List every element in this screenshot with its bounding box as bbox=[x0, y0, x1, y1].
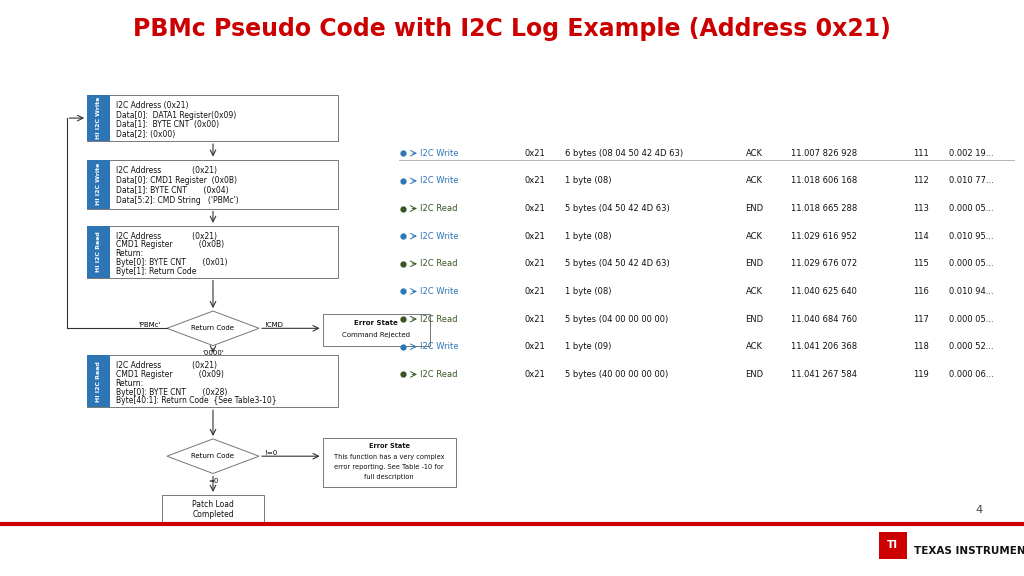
FancyBboxPatch shape bbox=[87, 226, 110, 278]
Text: Return:: Return: bbox=[116, 379, 143, 388]
Text: 0x21: 0x21 bbox=[524, 232, 545, 241]
Text: END: END bbox=[745, 370, 764, 379]
Text: 0.000 52...: 0.000 52... bbox=[949, 342, 994, 351]
Text: 11.041 206 368: 11.041 206 368 bbox=[791, 342, 857, 351]
Text: 0.010 95...: 0.010 95... bbox=[949, 232, 994, 241]
Text: 11.029 616 952: 11.029 616 952 bbox=[791, 232, 856, 241]
Text: I2C Address             (0x21): I2C Address (0x21) bbox=[116, 361, 217, 370]
Text: 1 byte (08): 1 byte (08) bbox=[565, 287, 611, 296]
Text: 1 byte (08): 1 byte (08) bbox=[565, 176, 611, 185]
Text: 5 bytes (40 00 00 00 00): 5 bytes (40 00 00 00 00) bbox=[565, 370, 669, 379]
Text: 'PBMc': 'PBMc' bbox=[138, 322, 161, 328]
Text: END: END bbox=[745, 204, 764, 213]
FancyBboxPatch shape bbox=[87, 355, 110, 407]
Text: 5 bytes (04 50 42 4D 63): 5 bytes (04 50 42 4D 63) bbox=[565, 204, 670, 213]
Text: Byte[40:1]: Return Code  {See Table3-10}: Byte[40:1]: Return Code {See Table3-10} bbox=[116, 396, 276, 406]
Text: !CMD: !CMD bbox=[265, 322, 284, 328]
Text: HI I2C Read: HI I2C Read bbox=[96, 232, 100, 272]
Text: HI I2C Write: HI I2C Write bbox=[96, 97, 100, 139]
Text: full description: full description bbox=[365, 474, 414, 480]
FancyBboxPatch shape bbox=[87, 226, 338, 278]
Text: I2C Write: I2C Write bbox=[420, 149, 459, 158]
Text: 0.010 77...: 0.010 77... bbox=[949, 176, 994, 185]
Text: ACK: ACK bbox=[745, 149, 763, 158]
Text: 1 byte (08): 1 byte (08) bbox=[565, 232, 611, 241]
Text: Return:: Return: bbox=[116, 249, 143, 258]
Text: 4: 4 bbox=[976, 505, 983, 515]
Polygon shape bbox=[167, 439, 259, 473]
Text: Byte[0]: BYTE CNT       (0x28): Byte[0]: BYTE CNT (0x28) bbox=[116, 388, 227, 397]
Text: Completed: Completed bbox=[193, 510, 233, 519]
FancyBboxPatch shape bbox=[879, 532, 907, 559]
Text: I2C Read: I2C Read bbox=[420, 314, 458, 324]
Text: END: END bbox=[745, 314, 764, 324]
Text: I2C Address             (0x21): I2C Address (0x21) bbox=[116, 166, 217, 175]
Text: Data[1]: BYTE CNT       (0x04): Data[1]: BYTE CNT (0x04) bbox=[116, 186, 228, 195]
Text: I2C Address (0x21): I2C Address (0x21) bbox=[116, 101, 188, 110]
Text: PBMc Pseudo Code with I2C Log Example (Address 0x21): PBMc Pseudo Code with I2C Log Example (A… bbox=[133, 17, 891, 41]
Text: 0.010 94...: 0.010 94... bbox=[949, 287, 994, 296]
Polygon shape bbox=[167, 311, 259, 346]
FancyBboxPatch shape bbox=[87, 355, 338, 407]
Text: CMD1 Register           (0x09): CMD1 Register (0x09) bbox=[116, 370, 223, 379]
Text: I2C Address             (0x21): I2C Address (0x21) bbox=[116, 232, 217, 241]
Text: Error State: Error State bbox=[354, 320, 398, 325]
Text: 6 bytes (08 04 50 42 4D 63): 6 bytes (08 04 50 42 4D 63) bbox=[565, 149, 683, 158]
Text: 11.018 606 168: 11.018 606 168 bbox=[791, 176, 857, 185]
Text: HI I2C Read: HI I2C Read bbox=[96, 361, 100, 401]
Text: I2C Read: I2C Read bbox=[420, 204, 458, 213]
Text: 0x21: 0x21 bbox=[524, 342, 545, 351]
Text: 1 byte (09): 1 byte (09) bbox=[565, 342, 611, 351]
Text: '0000': '0000' bbox=[202, 350, 224, 356]
Text: END: END bbox=[745, 259, 764, 268]
Text: 112: 112 bbox=[913, 176, 929, 185]
Text: 0x21: 0x21 bbox=[524, 176, 545, 185]
Text: 114: 114 bbox=[913, 232, 929, 241]
Text: Byte[0]: BYTE CNT       (0x01): Byte[0]: BYTE CNT (0x01) bbox=[116, 258, 227, 267]
Text: I2C Read: I2C Read bbox=[420, 370, 458, 379]
Text: 0x21: 0x21 bbox=[524, 149, 545, 158]
Text: 11.040 625 640: 11.040 625 640 bbox=[791, 287, 856, 296]
Text: I2C Read: I2C Read bbox=[420, 259, 458, 268]
Text: ACK: ACK bbox=[745, 287, 763, 296]
FancyBboxPatch shape bbox=[87, 95, 338, 141]
Text: TI: TI bbox=[888, 540, 898, 551]
Text: 11.040 684 760: 11.040 684 760 bbox=[791, 314, 857, 324]
Text: 113: 113 bbox=[913, 204, 930, 213]
FancyBboxPatch shape bbox=[87, 160, 338, 209]
Text: 117: 117 bbox=[913, 314, 930, 324]
Text: 0.000 06...: 0.000 06... bbox=[949, 370, 994, 379]
FancyBboxPatch shape bbox=[87, 160, 110, 209]
Text: Data[0]:  DATA1 Register(0x09): Data[0]: DATA1 Register(0x09) bbox=[116, 111, 236, 120]
Text: I2C Write: I2C Write bbox=[420, 342, 459, 351]
Text: 0.000 05...: 0.000 05... bbox=[949, 259, 994, 268]
Text: 0x21: 0x21 bbox=[524, 370, 545, 379]
FancyBboxPatch shape bbox=[323, 314, 430, 346]
Text: 11.029 676 072: 11.029 676 072 bbox=[791, 259, 857, 268]
Text: 0x21: 0x21 bbox=[524, 259, 545, 268]
Text: ACK: ACK bbox=[745, 232, 763, 241]
Text: 5 bytes (04 00 00 00 00): 5 bytes (04 00 00 00 00) bbox=[565, 314, 669, 324]
Text: 0x21: 0x21 bbox=[524, 204, 545, 213]
Text: I2C Write: I2C Write bbox=[420, 232, 459, 241]
Text: I2C Write: I2C Write bbox=[420, 287, 459, 296]
Text: 116: 116 bbox=[913, 287, 930, 296]
FancyBboxPatch shape bbox=[87, 95, 110, 141]
FancyBboxPatch shape bbox=[0, 0, 1024, 72]
Text: 115: 115 bbox=[913, 259, 929, 268]
Text: 11.018 665 288: 11.018 665 288 bbox=[791, 204, 857, 213]
Text: =0: =0 bbox=[208, 478, 218, 484]
Text: HI I2C Write: HI I2C Write bbox=[96, 163, 100, 205]
Text: 119: 119 bbox=[913, 370, 929, 379]
Text: ACK: ACK bbox=[745, 342, 763, 351]
Text: 0.002 19...: 0.002 19... bbox=[949, 149, 994, 158]
Text: Patch Load: Patch Load bbox=[193, 501, 233, 509]
Text: Data[5:2]: CMD String   ('PBMc'): Data[5:2]: CMD String ('PBMc') bbox=[116, 196, 239, 206]
Text: 0x21: 0x21 bbox=[524, 314, 545, 324]
Text: Error State: Error State bbox=[369, 444, 410, 449]
Text: 0x21: 0x21 bbox=[524, 287, 545, 296]
Text: 5 bytes (04 50 42 4D 63): 5 bytes (04 50 42 4D 63) bbox=[565, 259, 670, 268]
Text: error reporting. See Table -10 for: error reporting. See Table -10 for bbox=[334, 464, 444, 470]
Text: CMD1 Register           (0x0B): CMD1 Register (0x0B) bbox=[116, 240, 224, 249]
